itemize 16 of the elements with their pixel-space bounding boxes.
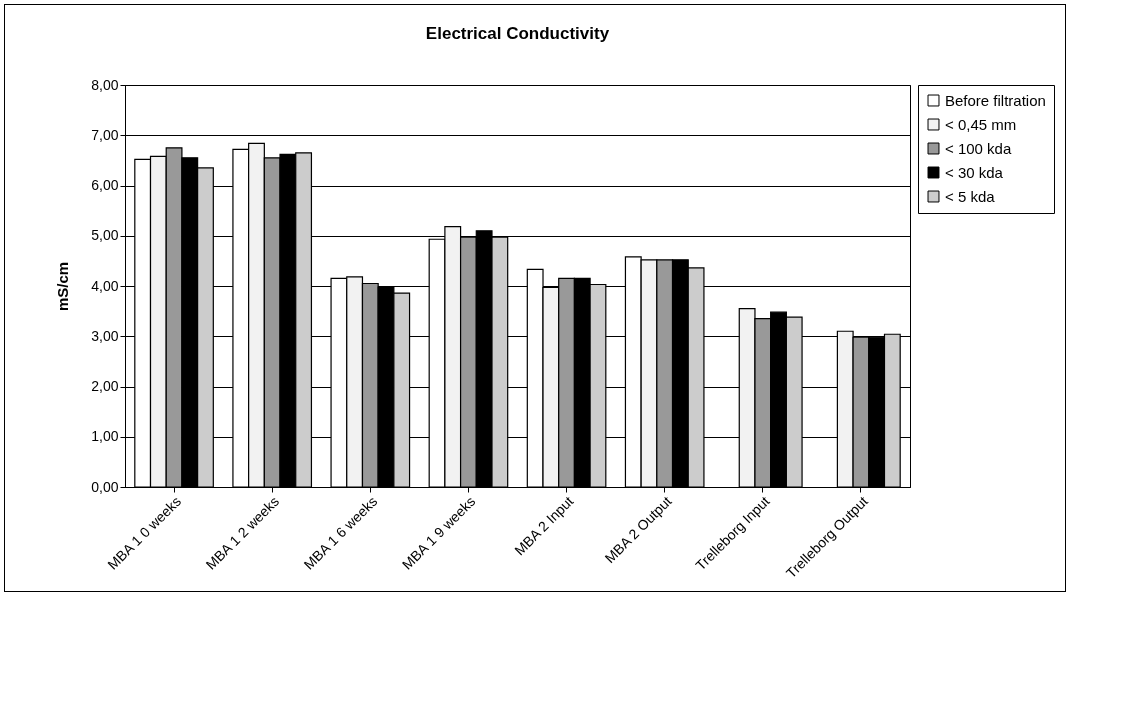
- legend-label: < 5 kda: [945, 187, 996, 205]
- y-tick-label: 8,00: [91, 76, 119, 93]
- chart-title: Electrical Conductivity: [425, 24, 610, 43]
- legend-label: Before filtration: [945, 91, 1046, 109]
- legend-label: < 100 kda: [945, 139, 1012, 157]
- y-tick-label: 0,00: [91, 478, 119, 495]
- y-tick-label: 2,00: [91, 378, 119, 394]
- y-tick-label: 4,00: [91, 277, 119, 294]
- y-tick-label: 7,00: [91, 126, 119, 143]
- legend-label: < 0,45 mm: [945, 115, 1017, 133]
- y-tick-label: 1,00: [91, 428, 119, 445]
- y-tick-label: 5,00: [91, 227, 119, 244]
- y-axis-title: mS/cm: [54, 261, 72, 312]
- y-tick-label: 3,00: [91, 327, 119, 344]
- legend-label: < 30 kda: [945, 163, 1004, 181]
- y-tick-label: 6,00: [91, 177, 119, 193]
